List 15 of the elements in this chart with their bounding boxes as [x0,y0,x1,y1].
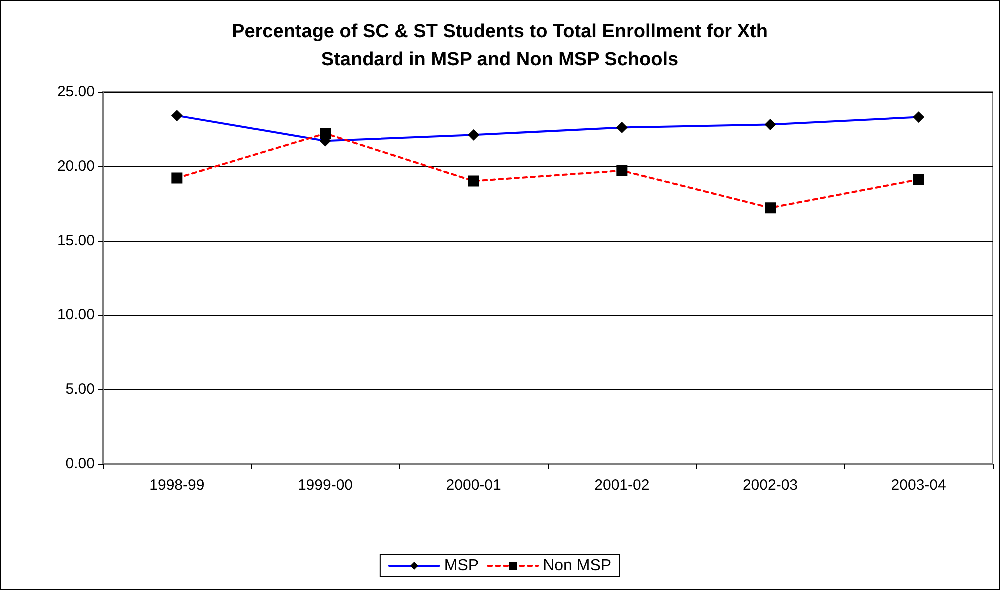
legend-label: Non MSP [543,558,612,574]
x-tick-label: 2001-02 [594,477,650,494]
x-tick-label: 1999-00 [298,477,354,494]
chart-title: Percentage of SC & ST Students to Total Enrollment for Xth Standard in MSP and Non MSP Schools [232,22,768,70]
y-tick-label: 15.00 [57,232,95,250]
y-tick-label: 5.00 [66,381,95,398]
x-tick-label: 2000-01 [446,477,502,494]
legend-label: MSP [444,558,480,574]
y-tick-label: 0.00 [66,456,95,472]
x-tick-label: 2002-03 [742,477,798,494]
x-tick-label: 2003-04 [891,477,946,494]
y-tick-label: 20.00 [57,158,95,175]
x-tick-label: 1998-99 [150,477,205,494]
y-tick-label: 10.00 [57,306,95,324]
y-tick-label: 25.00 [57,84,95,100]
